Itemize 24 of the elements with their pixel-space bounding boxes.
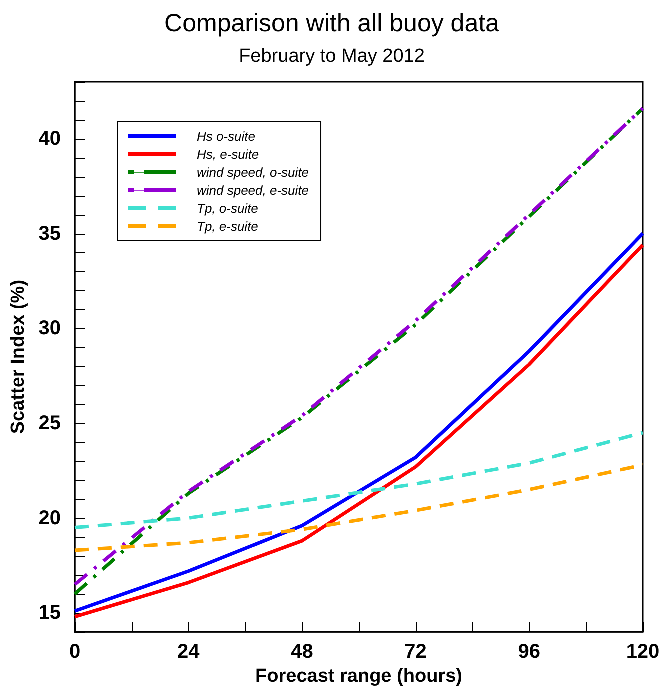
x-tick-label: 48	[291, 641, 314, 664]
legend-label: Tp, e-suite	[197, 219, 258, 234]
y-tick-label: 40	[38, 128, 61, 150]
chart-title: Comparison with all buoy data	[164, 10, 500, 38]
x-tick-label: 24	[177, 641, 201, 664]
chart-subtitle: February to May 2012	[239, 46, 425, 67]
y-tick-label: 20	[38, 507, 61, 530]
x-tick-label: 72	[404, 641, 427, 664]
line-series	[73, 431, 645, 530]
line-series	[73, 463, 645, 552]
y-tick-label: 35	[38, 222, 61, 245]
y-axis-title: Scatter Index (%)	[8, 280, 29, 434]
x-tick-label: 120	[626, 641, 660, 664]
y-tick-label: 30	[38, 318, 61, 340]
legend-label: Tp, o-suite	[197, 201, 258, 216]
legend-label: wind speed, e-suite	[197, 183, 310, 198]
y-tick-label: 15	[38, 602, 61, 624]
y-tick-label: 25	[38, 412, 61, 434]
x-tick-label: 96	[518, 641, 541, 664]
x-axis-title: Forecast range (hours)	[256, 666, 462, 687]
legend-label: wind speed, o-suite	[197, 165, 310, 180]
x-tick-label: 0	[69, 641, 81, 664]
legend-label: Hs, e-suite	[197, 147, 260, 162]
legend-label: Hs o-suite	[197, 129, 256, 144]
